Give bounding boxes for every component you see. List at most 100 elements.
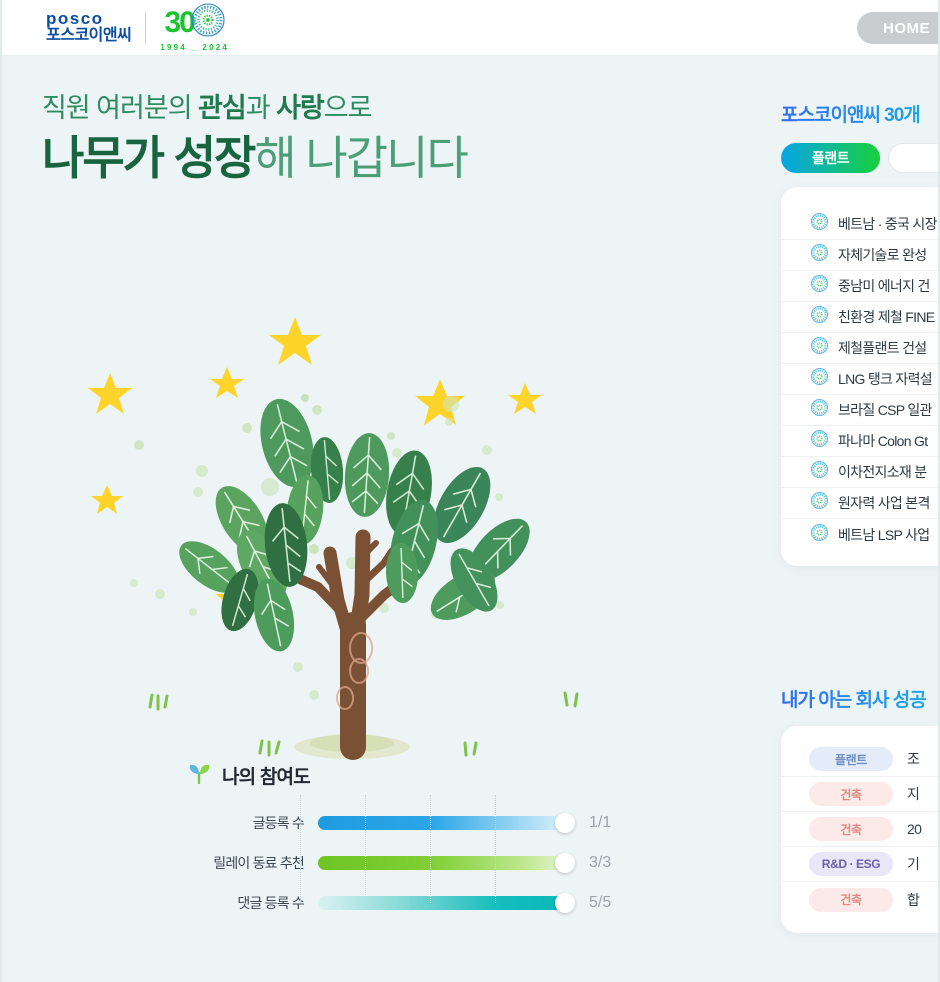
tab-plant[interactable]: 플랜트 [781, 143, 881, 173]
hero-l1-text-c: 으로 [323, 93, 373, 123]
category-chip: 플랜트 [809, 747, 893, 771]
logo-posco-wordmark: posco [46, 9, 104, 29]
progress-track[interactable] [318, 893, 575, 913]
list-item-label: 베트남 LSP 사업 [838, 526, 930, 543]
participation-label: 댓글 등록 수 [237, 895, 304, 911]
participation-header: 나의 참여도 [188, 762, 618, 789]
list-item[interactable]: 원자력 사업 본격 [781, 488, 938, 519]
grass-tufts [148, 691, 579, 757]
hero-line-1: 직원 여러분의 관심과 사랑으로 [42, 92, 467, 124]
list-item-label: 베트남 · 중국 시장 [838, 216, 937, 232]
hero-heading: 직원 여러분의 관심과 사랑으로 나무가 성장해 나갑니다 [42, 92, 469, 185]
site-header: posco 포스코이앤씨 30 [2, 0, 938, 56]
table-row[interactable]: 건축 합 [781, 882, 938, 917]
anniversary-badge-icon [811, 275, 828, 297]
progress-fill [318, 816, 571, 830]
success-panel: 내가 아는 회사 성공 플랜트 조 건축 지 건축 20 R&D · ESG 기… [781, 685, 938, 933]
table-row[interactable]: 건축 지 [781, 777, 938, 812]
list-item[interactable]: 베트남 LSP 사업 [781, 519, 938, 550]
list-item[interactable]: 제철플랜트 건설 [781, 333, 938, 364]
participation-value: 1/1 [589, 814, 612, 831]
participation-row: 댓글 등록 수 5/5 [188, 883, 618, 923]
progress-knob[interactable] [555, 893, 575, 913]
list-item-label: 친환경 제철 FINE [838, 309, 935, 325]
anniversary-years: 1994 _ 2024 [160, 43, 230, 52]
growing-tree-illustration [62, 295, 602, 765]
progress-track[interactable] [318, 853, 575, 873]
tree-trunk [281, 529, 405, 760]
sprout-icon [188, 762, 212, 789]
hero-l2-bold: 나무가 성장 [42, 132, 256, 185]
participation-row: 글등록 수 1/1 [188, 803, 618, 843]
participation-label: 릴레이 동료 추천 [213, 855, 305, 871]
anniversary-badge-icon [811, 306, 828, 328]
list-item-label: 파나마 Colon Gt [838, 433, 928, 449]
progress-knob[interactable] [555, 813, 575, 833]
hero-line-2: 나무가 성장해 나갑니다 [42, 132, 469, 185]
logo-korean-name: 포스코이앤씨 [46, 27, 132, 45]
category-chip: 건축 [809, 887, 893, 912]
hero-l1-text-b: 과 [245, 93, 277, 123]
list-item-label: 브라질 CSP 일관 [838, 402, 932, 418]
list-item[interactable]: 브라질 CSP 일관 [781, 395, 938, 426]
anniversary-emblem-icon [191, 3, 225, 42]
list-item-label: 원자력 사업 본격 [838, 495, 930, 511]
list-item[interactable]: 자체기술로 완성 [781, 240, 938, 271]
list-item[interactable]: 베트남 · 중국 시장 [781, 209, 938, 240]
projects-list-card: 베트남 · 중국 시장 자체기술로 완성 중남미 에너지 건 친환경 제철 FI… [781, 187, 938, 566]
list-item-label: 제철플랜트 건설 [838, 340, 927, 356]
anniversary-badge-icon [811, 492, 828, 514]
trunk-texture [336, 632, 373, 710]
tab-secondary[interactable] [888, 143, 938, 173]
anniversary-row: 30 [164, 3, 225, 42]
table-row[interactable]: 플랜트 조 [781, 742, 938, 777]
home-button[interactable]: HOME [857, 12, 938, 44]
anniversary-number: 30 [164, 5, 195, 39]
anniversary-badge-icon [811, 244, 828, 266]
list-item[interactable]: 중남미 에너지 건 [781, 271, 938, 302]
anniversary-badge-icon [811, 461, 828, 483]
anniversary-badge-icon [811, 368, 828, 390]
anniversary-badge-icon [811, 430, 828, 452]
table-row-label: 조 [907, 751, 920, 767]
table-row-label: 지 [907, 786, 920, 802]
category-chip: 건축 [809, 782, 893, 806]
table-row-label: 합 [907, 891, 920, 908]
table-row-label: 기 [907, 856, 920, 872]
success-list-card: 플랜트 조 건축 지 건축 20 R&D · ESG 기 건축 합 [781, 726, 938, 933]
list-item[interactable]: 친환경 제철 FINE [781, 302, 938, 333]
list-item-label: 이차전지소재 분 [838, 464, 927, 480]
list-item[interactable]: 파나마 Colon Gt [781, 426, 938, 457]
category-chip: R&D · ESG [809, 852, 893, 876]
participation-value: 5/5 [589, 894, 612, 911]
list-item-label: 중남미 에너지 건 [838, 278, 930, 294]
list-item-label: LNG 탱크 자력설 [838, 371, 933, 387]
hero-l1-bold-b: 사랑 [276, 93, 325, 123]
progress-knob[interactable] [555, 853, 575, 873]
participation-rows: 글등록 수 1/1 릴레이 동료 추천 3/3 댓글 등록 수 [188, 803, 618, 923]
list-item[interactable]: LNG 탱크 자력설 [781, 364, 938, 395]
list-item-label: 자체기술로 완성 [838, 247, 927, 263]
participation-label: 글등록 수 [252, 815, 305, 831]
anniversary-badge-icon [811, 523, 828, 546]
progress-fill [318, 896, 571, 910]
progress-fill [318, 856, 571, 870]
progress-track[interactable] [318, 813, 575, 833]
anniversary-badge-icon [811, 399, 828, 421]
participation-title: 나의 참여도 [222, 767, 311, 788]
logo-divider [145, 11, 147, 44]
anniversary-badge-icon [811, 337, 828, 359]
logo-text-block: posco 포스코이앤씨 [46, 9, 132, 45]
tree-leaves [179, 398, 530, 652]
table-row[interactable]: 건축 20 [781, 812, 938, 847]
table-row-label: 20 [907, 821, 922, 837]
projects-panel-title: 포스코이앤씨 30개 [781, 100, 938, 127]
projects-tabs: 플랜트 [781, 143, 938, 173]
anniversary-logo: 30 1994 _ 2024 [160, 3, 229, 52]
participation-section: 나의 참여도 글등록 수 1/1 릴레이 동료 추천 3/3 댓글 [188, 762, 618, 923]
hero-l1-text-a: 직원 여러분의 [42, 93, 199, 123]
table-row[interactable]: R&D · ESG 기 [781, 847, 938, 882]
brand-logo[interactable]: posco 포스코이앤씨 30 [46, 3, 229, 52]
list-item[interactable]: 이차전지소재 분 [781, 457, 938, 488]
